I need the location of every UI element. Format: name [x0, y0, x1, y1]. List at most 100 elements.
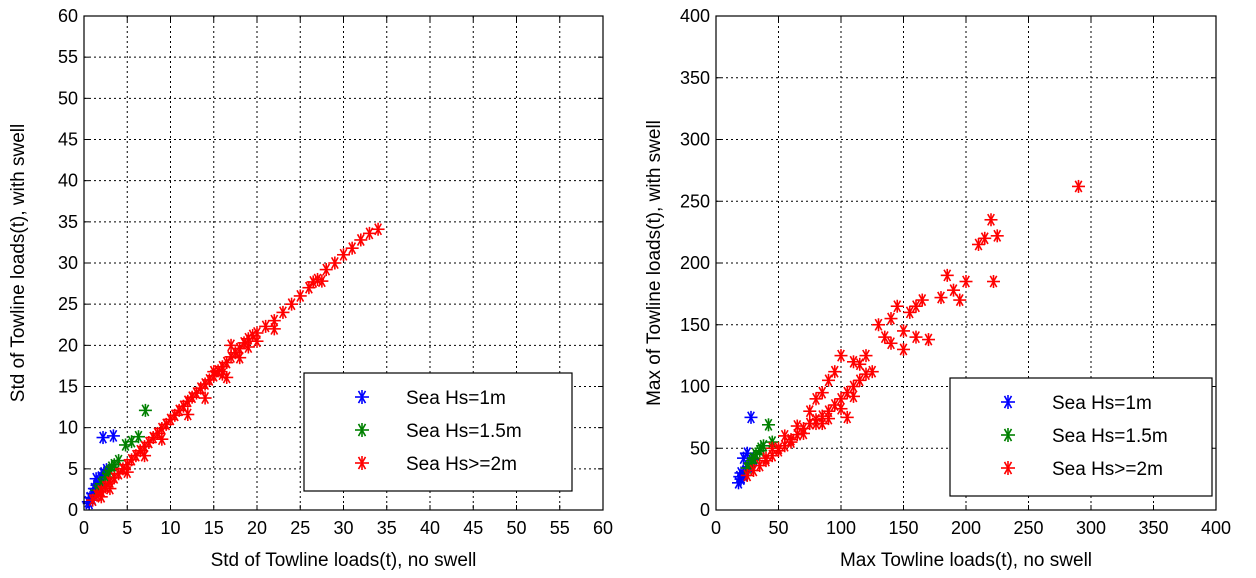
- data-point: [822, 412, 835, 426]
- y-tick-label: 20: [58, 335, 78, 355]
- data-point: [872, 318, 885, 332]
- data-point: [990, 229, 1004, 243]
- data-point: [834, 392, 848, 406]
- data-point: [778, 429, 792, 443]
- data-point: [259, 319, 273, 333]
- legend: Sea Hs=1m Sea Hs=1.5m Sea Hs>=2m: [303, 372, 573, 492]
- y-tick-label: 35: [58, 212, 78, 232]
- data-point: [784, 435, 798, 449]
- y-axis-label: Max of Towline loads(t), with swell: [644, 120, 665, 406]
- legend-marker: [1001, 395, 1015, 409]
- data-point: [198, 391, 212, 405]
- data-point: [840, 410, 854, 424]
- data-point: [978, 231, 992, 245]
- data-point: [984, 213, 998, 227]
- data-point: [241, 340, 255, 354]
- y-tick-label: 0: [68, 500, 78, 520]
- legend-box: [303, 372, 573, 492]
- data-point: [822, 373, 835, 387]
- y-tick-label: 5: [68, 459, 78, 479]
- y-axis-label: Std of Towline loads(t), with swell: [8, 124, 29, 402]
- data-point: [859, 349, 873, 363]
- data-point: [285, 297, 299, 311]
- data-point: [106, 429, 120, 443]
- x-tick-label: 20: [247, 518, 267, 538]
- x-tick-label: 0: [711, 518, 721, 538]
- data-points: [81, 222, 385, 510]
- data-point: [744, 410, 758, 424]
- data-point: [276, 305, 290, 319]
- y-tick-label: 300: [680, 130, 710, 150]
- data-point: [120, 465, 134, 479]
- data-point: [909, 330, 923, 344]
- data-point: [884, 312, 898, 326]
- legend-marker: [1001, 428, 1015, 442]
- data-point: [853, 357, 867, 371]
- data-points: [732, 179, 1085, 490]
- data-point: [859, 367, 873, 381]
- data-point: [138, 403, 152, 417]
- y-tick-label: 40: [58, 171, 78, 191]
- data-point: [362, 226, 376, 240]
- data-point: [903, 305, 917, 319]
- x-tick-label: 5: [122, 518, 132, 538]
- legend-marker: [355, 390, 369, 404]
- legend-label: Sea Hs>=2m: [406, 454, 517, 475]
- data-point: [922, 333, 935, 347]
- data-point: [915, 293, 929, 307]
- y-tick-label: 50: [58, 88, 78, 108]
- data-point: [181, 407, 195, 421]
- data-point: [250, 334, 264, 348]
- legend-label: Sea Hs=1.5m: [406, 421, 522, 442]
- data-point: [878, 330, 892, 344]
- data-point: [753, 459, 767, 473]
- legend-marker: [355, 423, 369, 437]
- legend-label: Sea Hs>=2m: [1052, 459, 1163, 480]
- x-tick-label: 400: [1201, 518, 1231, 538]
- x-axis-label: Std of Towline loads(t), no swell: [211, 550, 477, 571]
- legend-marker: [1001, 461, 1015, 475]
- data-point: [847, 355, 860, 369]
- data-point: [740, 468, 754, 482]
- data-point: [754, 441, 768, 455]
- y-tick-label: 150: [680, 315, 710, 335]
- series-2: [86, 222, 385, 507]
- data-point: [890, 299, 904, 313]
- data-point: [972, 237, 985, 251]
- x-tick-label: 55: [550, 518, 570, 538]
- data-point: [765, 441, 779, 455]
- data-point: [103, 482, 117, 496]
- x-tick-label: 100: [826, 518, 856, 538]
- data-point: [865, 365, 879, 379]
- data-point: [246, 328, 260, 342]
- data-point: [790, 419, 804, 433]
- data-point: [220, 356, 234, 370]
- x-tick-label: 35: [377, 518, 397, 538]
- data-point: [207, 365, 221, 379]
- data-point: [909, 299, 923, 313]
- y-tick-label: 10: [58, 418, 78, 438]
- x-tick-label: 10: [160, 518, 180, 538]
- x-tick-label: 300: [1076, 518, 1106, 538]
- ticks: 0 50 100 150 200 250 300 350 400 0 50 100 150 200 250 3…: [680, 6, 1231, 538]
- y-tick-label: 400: [680, 6, 710, 26]
- std-scatter-chart: 0 5 10 15 20 25 30 35 40 45 50 55 60 0 5 10 15 20 25 30 35 40…: [8, 6, 613, 571]
- y-tick-label: 25: [58, 294, 78, 314]
- y-tick-label: 45: [58, 130, 78, 150]
- data-point: [337, 248, 350, 262]
- data-point: [759, 451, 773, 465]
- data-point: [306, 275, 320, 289]
- y-tick-label: 0: [700, 500, 710, 520]
- data-point: [815, 386, 829, 400]
- x-tick-label: 50: [768, 518, 788, 538]
- data-point: [1072, 179, 1085, 193]
- data-point: [96, 431, 110, 445]
- x-tick-label: 50: [506, 518, 526, 538]
- x-tick-label: 60: [593, 518, 613, 538]
- y-tick-label: 60: [58, 6, 78, 26]
- data-point: [959, 275, 973, 289]
- data-point: [762, 418, 775, 432]
- data-point: [319, 263, 333, 277]
- data-point: [847, 389, 860, 403]
- y-tick-label: 350: [680, 68, 710, 88]
